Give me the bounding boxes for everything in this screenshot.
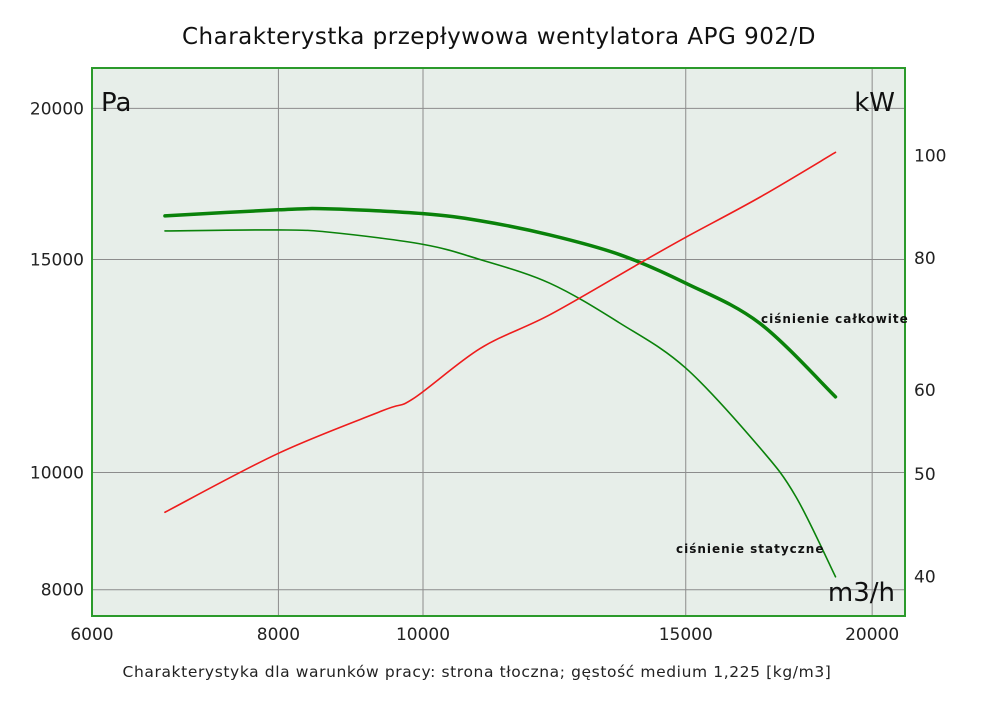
x-tick-label: 10000 [396, 625, 450, 645]
curves [163, 151, 838, 578]
y2-tick-label: 100 [914, 147, 946, 167]
x-tick-label: 8000 [257, 625, 300, 645]
total-pressure-label: ciśnienie całkowite [761, 312, 909, 326]
plot-frame [91, 67, 906, 617]
power-curve [164, 151, 837, 514]
y-tick-label: 8000 [41, 581, 84, 601]
tick-labels: 6000 8000 10000 15000 20000 8000 10000 15000 200… [30, 99, 947, 645]
y2-tick-label: 40 [914, 567, 936, 587]
y-axis-unit-label: Pa [101, 88, 131, 118]
y2-axis-unit-label: kW [854, 88, 895, 118]
chart-title: Charakterystka przepływowa wentylatora A… [182, 24, 816, 50]
y-tick-label: 15000 [30, 251, 84, 271]
x-tick-label: 15000 [659, 625, 713, 645]
y2-tick-label: 60 [914, 381, 936, 401]
plot-area [92, 68, 905, 616]
x-axis-unit-label: m3/h [828, 578, 895, 608]
x-tick-label: 20000 [845, 625, 899, 645]
total-pressure-curve [163, 206, 838, 399]
y-tick-label: 20000 [30, 99, 84, 119]
x-tick-label: 6000 [70, 625, 113, 645]
static-pressure-curve [164, 229, 837, 578]
grid [92, 68, 905, 616]
static-pressure-label: ciśnienie statyczne [676, 542, 824, 556]
y2-tick-label: 50 [914, 465, 936, 485]
y2-tick-label: 80 [914, 249, 936, 269]
y-tick-label: 10000 [30, 464, 84, 484]
chart-subtitle: Charakterystyka dla warunków pracy: stro… [123, 663, 832, 681]
